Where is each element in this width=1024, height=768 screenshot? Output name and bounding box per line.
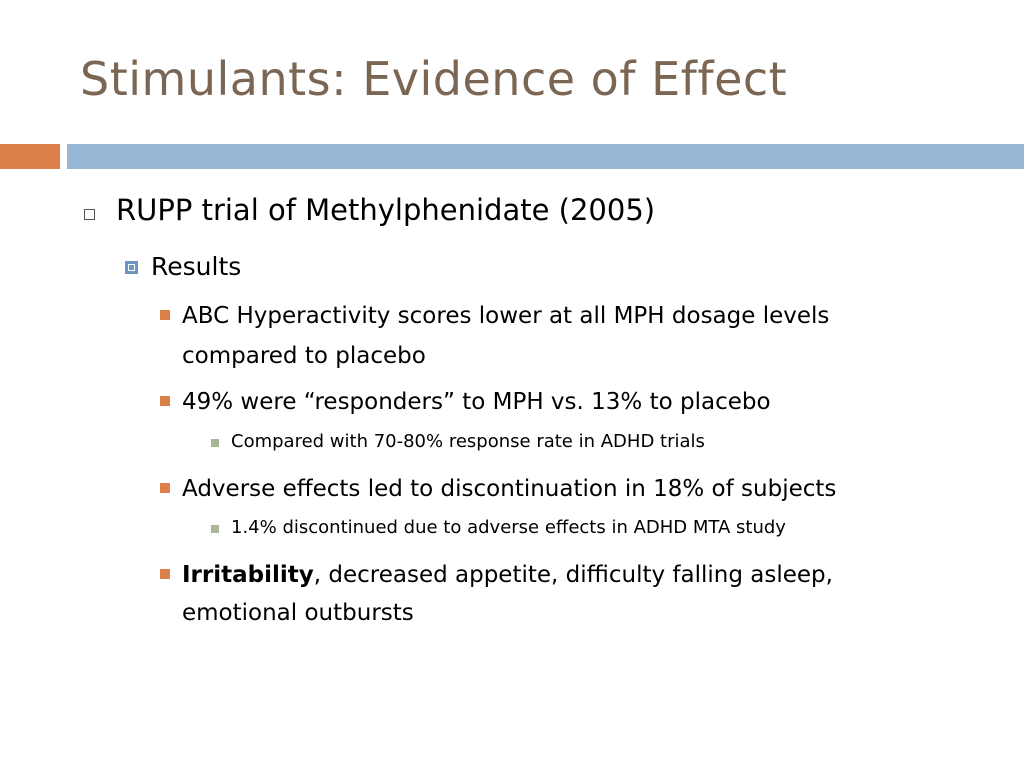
item2-text: 49% were “responders” to MPH vs. 13% to … xyxy=(182,389,771,415)
orange-square-bullet-icon xyxy=(160,569,170,579)
green-square-bullet-icon xyxy=(211,439,219,447)
orange-square-bullet-icon xyxy=(160,483,170,493)
green-square-bullet-icon xyxy=(211,525,219,533)
hollow-square-bullet-icon xyxy=(84,209,95,220)
accent-band-blue xyxy=(67,144,1024,169)
bullet-level2-text: Results xyxy=(151,252,242,281)
orange-square-bullet-icon xyxy=(160,396,170,406)
item4-rest: , decreased appetite, difficulty falling… xyxy=(313,562,833,588)
framed-square-bullet-inner xyxy=(129,265,134,270)
item4-bold-term: Irritability xyxy=(182,562,314,588)
slide-title: Stimulants: Evidence of Effect xyxy=(80,52,788,106)
item3-text: Adverse effects led to discontinuation i… xyxy=(182,476,837,502)
framed-square-bullet-icon xyxy=(125,261,138,274)
item4-line2: emotional outbursts xyxy=(182,600,414,626)
item1-line1: ABC Hyperactivity scores lower at all MP… xyxy=(182,303,830,329)
item4-line1: Irritability, decreased appetite, diffic… xyxy=(182,555,833,595)
item1-line2: compared to placebo xyxy=(182,343,426,369)
accent-band-orange xyxy=(0,144,60,169)
bullet-level1-text: RUPP trial of Methylphenidate (2005) xyxy=(116,193,656,227)
orange-square-bullet-icon xyxy=(160,310,170,320)
item3-sub: 1.4% discontinued due to adverse effects… xyxy=(231,517,786,538)
item2-sub: Compared with 70-80% response rate in AD… xyxy=(231,431,705,452)
